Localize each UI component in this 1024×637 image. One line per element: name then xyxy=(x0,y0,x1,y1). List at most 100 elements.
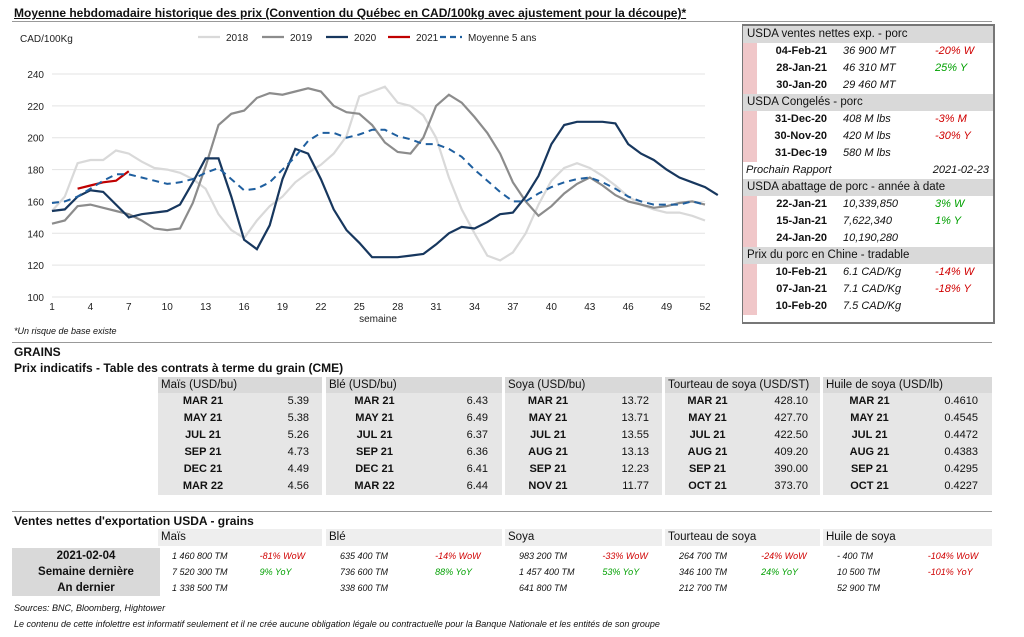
usda-value: 7.1 CAD/Kg xyxy=(843,283,902,295)
contract-price: 5.38 xyxy=(287,412,309,424)
export-value: 212 700 TM xyxy=(679,583,728,593)
grain-row: MAR 21 5.39 xyxy=(158,393,322,410)
usda-row: 10-Feb-21 6.1 CAD/Kg -14% W xyxy=(743,264,993,281)
usda-value: 420 M lbs xyxy=(843,130,891,142)
grain-row: SEP 21 4.73 xyxy=(158,444,322,461)
next-report-date: 2021-02-23 xyxy=(932,164,989,176)
usda-section-header: Prix du porc en Chine - tradable xyxy=(743,247,993,264)
usda-date: 10-Feb-20 xyxy=(775,300,827,312)
usda-row: 24-Jan-20 10,190,280 xyxy=(743,230,993,247)
usda-accent-bar xyxy=(743,111,757,162)
grain-row: NOV 21 11.77 xyxy=(505,478,662,495)
contract-month: MAY 21 xyxy=(850,412,889,424)
contract-price: 6.41 xyxy=(466,463,488,475)
sources-footnote: Sources: BNC, Bloomberg, Hightower xyxy=(14,603,166,613)
grain-row: MAR 22 6.44 xyxy=(326,478,502,495)
usda-pork-panel: USDA ventes nettes exp. - porc 04-Feb-21 3… xyxy=(742,24,995,324)
contract-month: MAY 21 xyxy=(355,412,394,424)
basis-risk-note: *Un risque de base existe xyxy=(14,326,117,336)
grain-column-header: Huile de soya (USD/lb) xyxy=(823,377,992,393)
x-tick-label: 52 xyxy=(699,302,711,313)
x-tick-label: 28 xyxy=(392,302,404,313)
export-value: 736 600 TM xyxy=(340,567,389,577)
export-change: -101% YoY xyxy=(927,567,973,577)
contract-month: OCT 21 xyxy=(688,480,727,492)
grain-column-header: Tourteau de soya (USD/ST) xyxy=(665,377,820,393)
usda-change: -3% M xyxy=(935,113,967,125)
export-value: 983 200 TM xyxy=(519,551,568,561)
grain-row: DEC 21 6.41 xyxy=(326,461,502,478)
usda-section-header: USDA Congelés - porc xyxy=(743,94,993,111)
contract-price: 6.37 xyxy=(466,429,488,441)
y-tick-label: 220 xyxy=(27,102,44,113)
grain-row: SEP 21 390.00 xyxy=(665,461,820,478)
usda-value: 7,622,340 xyxy=(843,215,892,227)
export-value: 635 400 TM xyxy=(340,551,389,561)
grain-row: MAR 22 4.56 xyxy=(158,478,322,495)
grain-row: DEC 21 4.49 xyxy=(158,461,322,478)
contract-price: 0.4610 xyxy=(944,395,978,407)
x-tick-label: 43 xyxy=(584,302,596,313)
x-tick-label: 34 xyxy=(469,302,481,313)
usda-row: 15-Jan-21 7,622,340 1% Y xyxy=(743,213,993,230)
export-change: -104% WoW xyxy=(927,551,979,561)
grain-row: JUL 21 422.50 xyxy=(665,427,820,444)
contract-price: 0.4383 xyxy=(944,446,978,458)
x-tick-label: 25 xyxy=(354,302,366,313)
contract-month: MAR 21 xyxy=(849,395,890,407)
usda-value: 580 M lbs xyxy=(843,147,891,159)
contract-month: JUL 21 xyxy=(356,429,393,441)
usda-row: 10-Feb-20 7.5 CAD/Kg xyxy=(743,298,993,315)
export-value: 52 900 TM xyxy=(837,583,881,593)
contract-month: AUG 21 xyxy=(849,446,890,458)
legend-label: 2021 xyxy=(416,33,439,44)
usda-date: 30-Jan-20 xyxy=(776,79,827,91)
export-row: Semaine dernière 7 520 300 TM 9% YoY 736 60… xyxy=(12,564,992,580)
contract-price: 13.13 xyxy=(621,446,649,458)
export-value: 264 700 TM xyxy=(679,551,728,561)
contract-price: 4.49 xyxy=(287,463,309,475)
export-row-label: 2021-02-04 xyxy=(12,548,160,564)
x-tick-label: 7 xyxy=(126,302,132,313)
x-tick-label: 4 xyxy=(88,302,94,313)
x-tick-label: 19 xyxy=(277,302,289,313)
contract-price: 409.20 xyxy=(774,446,808,458)
grain-row: SEP 21 0.4295 xyxy=(823,461,992,478)
grain-column-header: Soya (USD/bu) xyxy=(505,377,662,393)
price-chart: 100 120 140 160 180 200 220 240 1 4 7 10 13 16 19 22 25 2… xyxy=(20,33,719,325)
usda-value: 6.1 CAD/Kg xyxy=(843,266,902,278)
contract-month: MAR 22 xyxy=(182,480,224,492)
contract-month: JUL 21 xyxy=(689,429,726,441)
contract-month: JUL 21 xyxy=(530,429,566,441)
contract-price: 11.77 xyxy=(622,480,649,492)
export-column-header: Blé xyxy=(326,529,502,546)
usda-value: 10,339,850 xyxy=(843,198,899,210)
export-change: 24% YoY xyxy=(761,567,798,577)
export-column-header: Tourteau de soya xyxy=(665,529,820,546)
contract-month: SEP 21 xyxy=(850,463,889,475)
usda-row: 07-Jan-21 7.1 CAD/Kg -18% Y xyxy=(743,281,993,298)
export-value: 346 100 TM xyxy=(679,567,728,577)
contract-price: 427.70 xyxy=(774,412,808,424)
legend-label: 2020 xyxy=(354,33,377,44)
disclaimer-footnote: Le contenu de cette infolettre est infor… xyxy=(14,619,660,629)
x-tick-label: 37 xyxy=(507,302,519,313)
x-tick-label: 13 xyxy=(200,302,212,313)
usda-change: -18% Y xyxy=(935,283,971,295)
usda-change: 1% Y xyxy=(935,215,962,227)
x-tick-label: 40 xyxy=(546,302,558,313)
usda-value: 46 310 MT xyxy=(843,62,896,74)
y-tick-label: 140 xyxy=(27,229,44,240)
usda-row: 31-Dec-19 580 M lbs xyxy=(743,145,993,162)
grain-column-body: MAR 21 0.4610 MAY 21 0.4545 JUL 21 0.4472 AUG … xyxy=(823,393,992,495)
contract-price: 0.4295 xyxy=(944,463,978,475)
usda-section-header: USDA ventes nettes exp. - porc xyxy=(743,26,993,43)
contract-price: 4.73 xyxy=(287,446,309,458)
grain-row: JUL 21 6.37 xyxy=(326,427,502,444)
usda-accent-bar xyxy=(743,264,757,315)
usda-accent-bar xyxy=(743,196,757,247)
grain-row: MAR 21 6.43 xyxy=(326,393,502,410)
contract-price: 6.44 xyxy=(466,480,488,492)
contract-month: MAY 21 xyxy=(688,412,727,424)
contract-price: 390.00 xyxy=(774,463,808,475)
